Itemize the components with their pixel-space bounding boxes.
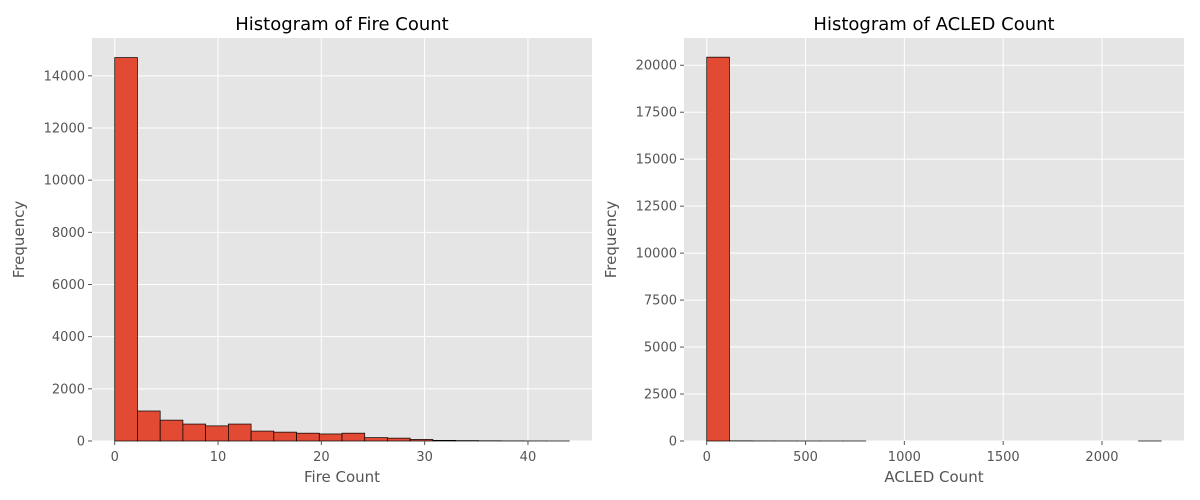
x-axis-label: Fire Count: [304, 468, 380, 486]
x-tick-label: 500: [793, 450, 818, 465]
histogram-bar: [159, 419, 184, 442]
histogram-bar: [341, 432, 366, 442]
x-tick-label: 20: [313, 450, 330, 465]
fire-count-histogram: 0 10 20 30 40 0 2000 4000 6000 8000 10000 12000 1400…: [10, 14, 592, 486]
histogram-bar: [296, 432, 320, 442]
y-tick-label: 10000: [636, 247, 677, 262]
y-axis-label: Frequency: [10, 201, 28, 279]
histogram-bar: [205, 425, 229, 442]
y-tick-label: 7500: [644, 294, 677, 309]
histogram-bar: [387, 437, 411, 442]
x-tick-label: 10: [210, 450, 227, 465]
y-axis-label: Frequency: [602, 201, 620, 279]
histogram-bar: [182, 423, 206, 442]
y-tick-label: 5000: [644, 341, 677, 356]
histogram-bar: [228, 423, 252, 442]
y-tick-label: 17500: [636, 106, 677, 121]
y-tick-label: 2000: [52, 382, 85, 397]
y-tick-label: 0: [669, 435, 677, 450]
chart-title: Histogram of ACLED Count: [813, 14, 1054, 35]
x-tick-label: 1500: [987, 450, 1020, 465]
x-tick-label: 30: [416, 450, 433, 465]
y-tick-label: 14000: [44, 69, 85, 84]
x-tick-label: 0: [703, 450, 711, 465]
histogram-bar: [409, 439, 434, 442]
y-tick-label: 4000: [52, 330, 85, 345]
histogram-bar: [318, 433, 343, 442]
plot-area: [684, 38, 1184, 441]
y-tick-label: 0: [77, 435, 85, 450]
x-tick-label: 2000: [1085, 450, 1118, 465]
y-tick-label: 12000: [44, 121, 85, 136]
y-tick-label: 8000: [52, 226, 85, 241]
histogram-bar: [250, 430, 275, 442]
x-axis-label: ACLED Count: [884, 468, 983, 486]
acled-count-histogram: 0 500 1000 1500 2000025005000750010000125001…: [602, 14, 1184, 486]
histogram-bar: [273, 431, 297, 442]
histogram-bar: [364, 437, 388, 442]
chart-title: Histogram of Fire Count: [235, 14, 448, 35]
y-tick-label: 15000: [636, 153, 677, 168]
y-tick-label: 20000: [636, 59, 677, 74]
y-tick-label: 2500: [644, 388, 677, 403]
y-tick-label: 6000: [52, 278, 85, 293]
histogram-bar: [432, 439, 456, 442]
plot-area: [92, 38, 592, 441]
y-tick-label: 12500: [636, 200, 677, 215]
x-tick-label: 0: [111, 450, 119, 465]
y-tick-label: 10000: [44, 174, 85, 189]
x-tick-label: 1000: [888, 450, 921, 465]
x-tick-label: 40: [520, 450, 537, 465]
histogram-bar: [114, 57, 138, 442]
histogram-bar: [706, 56, 730, 442]
histogram-bar: [137, 410, 161, 442]
